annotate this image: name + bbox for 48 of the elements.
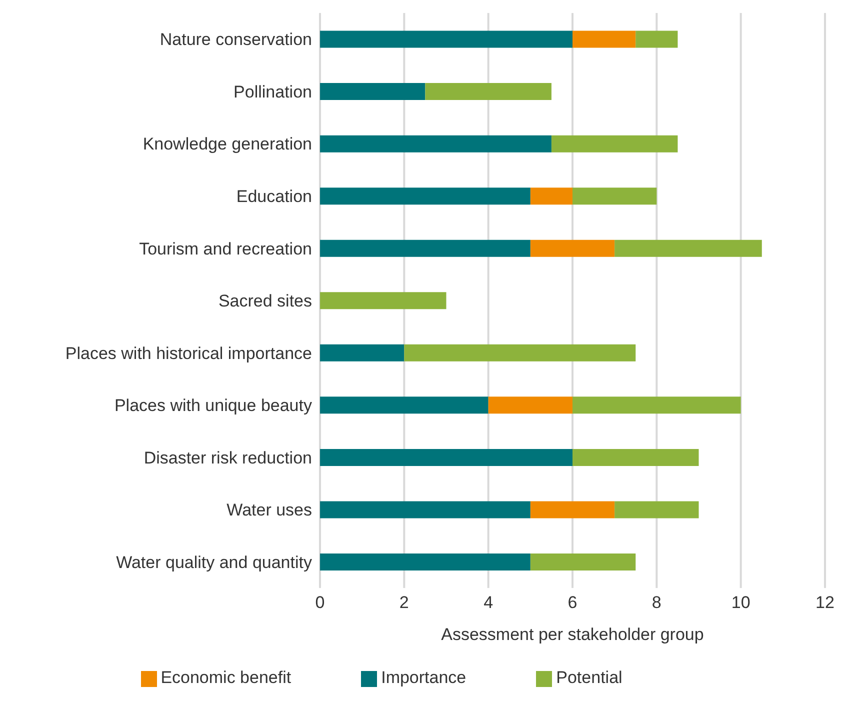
bar (572, 396, 741, 414)
bar (551, 135, 678, 152)
legend-label: Potential (556, 668, 622, 687)
bar (320, 396, 488, 414)
bar (530, 188, 572, 205)
bar (320, 344, 404, 362)
y-tick-label: Pollination (234, 82, 312, 102)
x-tick-label: 8 (652, 593, 662, 612)
x-tick-label: 4 (484, 593, 494, 612)
y-tick-label: Water uses (226, 500, 312, 520)
x-tick-label: 0 (315, 593, 325, 612)
bar (530, 554, 636, 570)
y-tick-label: Nature conservation (160, 30, 312, 50)
bar (320, 448, 572, 466)
bar (320, 83, 426, 100)
bar (488, 396, 572, 414)
bar (320, 30, 572, 48)
y-tick-label: Places with historical importance (65, 344, 312, 363)
y-tick-label: Sacred sites (218, 292, 312, 311)
x-tick-label: 2 (399, 593, 409, 612)
bar (636, 30, 678, 48)
legend-label: Economic benefit (160, 668, 292, 687)
bar (530, 501, 615, 518)
y-tick-label: Places with unique beauty (114, 396, 312, 416)
bar (572, 30, 636, 48)
bar (320, 188, 530, 205)
legend-label: Importance (381, 668, 466, 687)
bar (404, 344, 636, 362)
bar (614, 240, 762, 257)
bar (572, 448, 699, 466)
bar (320, 501, 530, 518)
bar (614, 501, 699, 518)
bar (320, 292, 446, 310)
bar (320, 135, 552, 152)
x-tick-label: 12 (816, 593, 834, 612)
y-tick-label: Tourism and recreation (139, 239, 312, 258)
bar (530, 240, 615, 257)
x-tick-label: 6 (568, 593, 578, 612)
bar (320, 240, 530, 257)
x-tick-label: 10 (731, 593, 750, 612)
bar (320, 554, 530, 570)
x-axis-title: Assessment per stakeholder group (441, 625, 704, 644)
y-tick-label: Water quality and quantity (116, 552, 312, 572)
y-tick-label: Knowledge generation (142, 134, 312, 154)
y-tick-label: Education (236, 186, 312, 206)
y-tick-label: Disaster risk reduction (144, 448, 312, 468)
bar (572, 188, 657, 205)
bar (425, 83, 552, 100)
